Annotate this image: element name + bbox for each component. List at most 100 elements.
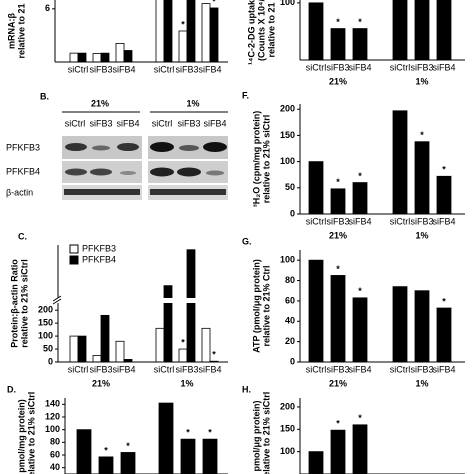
panel-label: B. [40, 91, 49, 101]
x-tick-label: siCtrl [306, 216, 327, 226]
lane-label: siFB3 [89, 118, 112, 128]
significance-mark: * [358, 171, 362, 181]
y-axis-label: relative to 21% siCtrl [261, 392, 271, 474]
plot-area [308, 110, 452, 215]
bar [330, 28, 346, 61]
x-tick-label: siFB4 [432, 364, 455, 374]
y-axis-label: relative to 21 [16, 3, 26, 58]
y-axis-label: mRNA:β [6, 13, 16, 49]
y-tick-label: 200 [280, 104, 295, 114]
lane-label: siFB3 [177, 118, 200, 128]
y-tick-label: 100 [280, 0, 295, 7]
bar-chart: D.pmol/mg protein) relative to 21% siCtrl… [7, 384, 228, 474]
bar [308, 161, 324, 215]
panel-label: G. [242, 236, 252, 246]
significance-mark: * [358, 413, 362, 423]
bar [69, 335, 79, 363]
x-tick-label: siFB3 [89, 64, 112, 74]
band [177, 167, 201, 177]
group-label: 21% [329, 378, 347, 388]
x-tick-label: siFB3 [410, 364, 433, 374]
band [64, 189, 140, 195]
x-tick-label: siFB4 [348, 62, 371, 72]
bar-chart: H.pmol/μg protein) relative to 21% siCtrl… [242, 384, 465, 474]
bar [392, 110, 408, 215]
x-tick-label: siFB4 [198, 364, 221, 374]
legend-label: PFKFB3 [82, 243, 116, 253]
y-tick-label: 50 [285, 182, 295, 192]
significance-mark: * [181, 337, 185, 347]
bar-chart: F. ³H₂O (cpm/mg protein) relative to 21% s… [242, 90, 465, 240]
plot-area [76, 402, 218, 474]
plot-area [69, 0, 219, 63]
x-tick-label: siFB3 [326, 216, 349, 226]
band [206, 170, 224, 176]
x-tick-label: siFB4 [198, 64, 221, 74]
y-tick-label: 200 [38, 305, 53, 315]
bar [186, 0, 196, 63]
band [65, 168, 87, 176]
significance-mark: * [358, 17, 362, 27]
lane-label: siFB4 [203, 118, 226, 128]
bar [163, 0, 173, 63]
bar [178, 30, 188, 63]
x-tick-label: siFB4 [348, 216, 371, 226]
significance-mark: * [442, 296, 446, 306]
significance-mark: * [336, 419, 340, 429]
y-tick-label: 50 [43, 343, 53, 353]
x-tick-label: siFB3 [326, 62, 349, 72]
significance-mark: * [104, 445, 108, 455]
group-label: 21% [329, 76, 347, 86]
bar [308, 2, 324, 61]
y-tick-label: 100 [280, 446, 295, 456]
x-tick-label: siFB3 [410, 62, 433, 72]
group-label: 1% [415, 378, 428, 388]
y-tick-label: 100 [280, 156, 295, 166]
y-tick-label: 6 [45, 3, 50, 13]
x-tick-label: siFB4 [432, 62, 455, 72]
y-tick-label: 80 [50, 437, 60, 447]
bar [414, 290, 430, 363]
x-tick-label: siFB3 [410, 216, 433, 226]
group-label: 21% [329, 230, 347, 240]
row-label: β-actin [6, 187, 33, 197]
band [203, 142, 227, 152]
x-tick-label: siCtrl [306, 364, 327, 374]
plot-area [308, 0, 452, 61]
significance-mark: * [336, 264, 340, 274]
bar [77, 52, 87, 63]
bar [115, 43, 125, 63]
bar [414, 0, 430, 61]
bar [123, 50, 133, 63]
x-tick-label: siFB4 [112, 64, 135, 74]
y-tick-label: 100 [280, 255, 295, 265]
bar [186, 249, 196, 363]
lane-label: siCtrl [152, 118, 173, 128]
bar [158, 402, 174, 474]
bar-chart: C. Protein:β-actin Ratio relative to 21% s… [9, 231, 228, 388]
bar [120, 452, 136, 474]
x-tick-label: siFB3 [175, 64, 198, 74]
band [90, 168, 112, 176]
y-axis-label: relative to 21% siCtrl [261, 115, 271, 204]
significance-mark: * [212, 350, 216, 360]
y-tick-label: 0 [48, 356, 53, 366]
bar [352, 297, 368, 363]
x-tick-label: siFB4 [348, 364, 371, 374]
bar [100, 52, 110, 63]
bar [392, 286, 408, 363]
significance-mark: * [208, 428, 212, 438]
y-axis-label: ¹⁴C-2-DG uptake [246, 0, 256, 65]
x-tick-label: siFB3 [175, 364, 198, 374]
panel-label: F. [242, 90, 249, 100]
x-tick-label: siCtrl [154, 364, 175, 374]
bar [436, 0, 452, 61]
condition-label: 21% [91, 98, 109, 108]
band [150, 189, 226, 195]
axis-break-mark [52, 295, 62, 305]
bar [155, 327, 165, 363]
bar [352, 182, 368, 215]
panel-label: H. [242, 384, 251, 394]
condition-label: 1% [186, 98, 199, 108]
